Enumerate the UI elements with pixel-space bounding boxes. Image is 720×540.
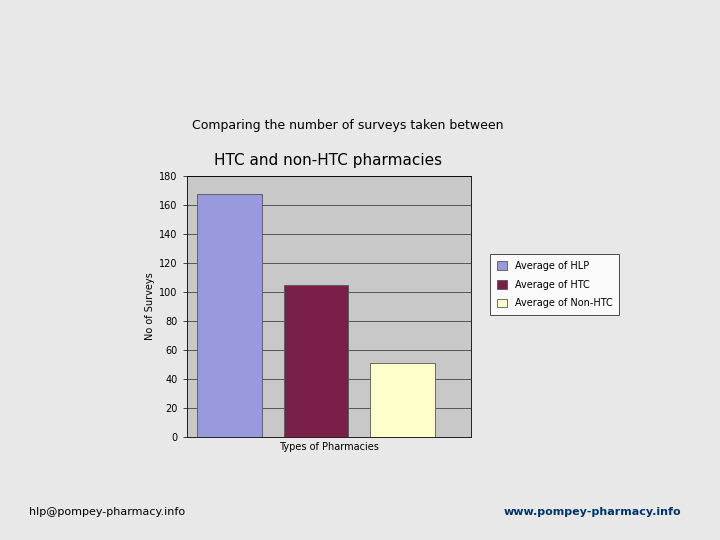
Y-axis label: No of Surveys: No of Surveys: [145, 273, 155, 340]
Legend: Average of HLP, Average of HTC, Average of Non-HTC: Average of HLP, Average of HTC, Average …: [490, 254, 619, 315]
Text: Comparing the number of surveys taken between: Comparing the number of surveys taken be…: [192, 119, 503, 132]
Text: www.pompey-pharmacy.info: www.pompey-pharmacy.info: [504, 507, 682, 517]
Text: hlp@pompey-pharmacy.info: hlp@pompey-pharmacy.info: [29, 507, 185, 517]
X-axis label: Types of Pharmacies: Types of Pharmacies: [279, 442, 379, 453]
Bar: [284, 285, 348, 437]
Text: HTC and non-HTC pharmacies: HTC and non-HTC pharmacies: [214, 153, 442, 168]
Bar: [370, 363, 435, 437]
Bar: [197, 193, 262, 437]
